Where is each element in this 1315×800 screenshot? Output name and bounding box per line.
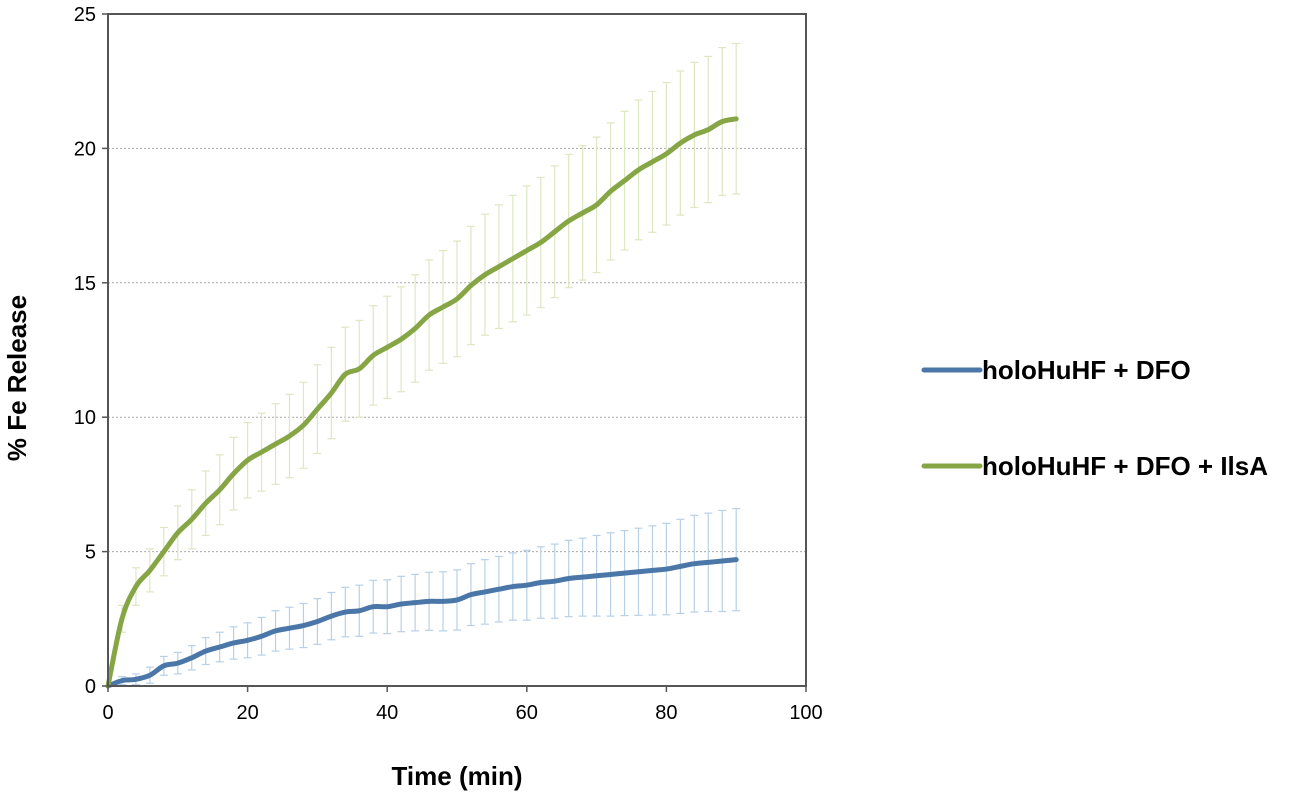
y-axis-title: % Fe Release — [2, 295, 32, 461]
error-bars — [117, 42, 741, 686]
x-axis-title: Time (min) — [392, 761, 523, 791]
legend-label: holoHuHF + DFO — [982, 355, 1191, 385]
x-tick-label: 80 — [655, 702, 677, 724]
y-tick-label: 10 — [74, 407, 96, 429]
legend-label: holoHuHF + DFO + IlsA — [982, 451, 1268, 481]
series-line — [105, 557, 739, 689]
x-axis-ticks: 0 20 40 60 80 100 — [102, 686, 823, 724]
x-tick-label: 60 — [516, 702, 538, 724]
y-tick-label: 15 — [74, 273, 96, 295]
x-tick-label: 20 — [236, 702, 258, 724]
legend: holoHuHF + DFO holoHuHF + DFO + IlsA — [921, 355, 1268, 481]
x-tick-label: 0 — [102, 702, 113, 724]
x-tick-label: 100 — [789, 702, 822, 724]
y-tick-label: 20 — [74, 138, 96, 160]
series-lines — [105, 116, 739, 689]
plot-area-border — [107, 13, 807, 687]
series-line — [105, 116, 739, 689]
y-tick-label: 5 — [85, 542, 96, 564]
y-tick-label: 0 — [85, 676, 96, 698]
y-axis-ticks: 0 5 10 15 20 25 — [74, 4, 108, 698]
x-tick-label: 40 — [376, 702, 398, 724]
y-tick-label: 25 — [74, 4, 96, 26]
